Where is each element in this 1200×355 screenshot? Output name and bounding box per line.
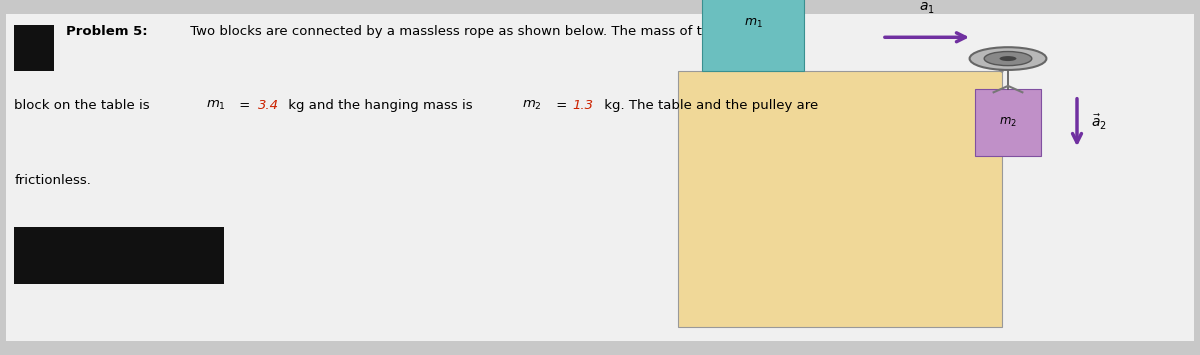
Text: Two blocks are connected by a massless rope as shown below. The mass of the: Two blocks are connected by a massless r… <box>186 25 719 38</box>
FancyBboxPatch shape <box>974 89 1042 156</box>
Text: =: = <box>235 99 254 113</box>
Text: kg. The table and the pulley are: kg. The table and the pulley are <box>600 99 818 113</box>
Text: 1.3: 1.3 <box>572 99 593 113</box>
Text: $m_1$: $m_1$ <box>744 17 762 29</box>
Circle shape <box>970 47 1046 70</box>
Text: $m_2$: $m_2$ <box>1000 116 1016 129</box>
FancyBboxPatch shape <box>14 227 224 284</box>
Circle shape <box>984 51 1032 66</box>
Text: $\vec{a}_2$: $\vec{a}_2$ <box>1092 113 1108 132</box>
Text: kg and the hanging mass is: kg and the hanging mass is <box>284 99 478 113</box>
Circle shape <box>1000 56 1016 61</box>
Text: $\vec{a}_1$: $\vec{a}_1$ <box>919 0 935 16</box>
Text: Problem 5:: Problem 5: <box>66 25 148 38</box>
Text: block on the table is: block on the table is <box>14 99 155 113</box>
Text: frictionless.: frictionless. <box>14 174 91 187</box>
FancyBboxPatch shape <box>14 25 54 71</box>
Text: 3.4: 3.4 <box>258 99 278 113</box>
FancyBboxPatch shape <box>678 71 1002 327</box>
Text: $m_1$: $m_1$ <box>206 99 227 113</box>
Text: =: = <box>552 99 571 113</box>
Text: $m_2$: $m_2$ <box>522 99 542 113</box>
FancyBboxPatch shape <box>702 0 804 71</box>
